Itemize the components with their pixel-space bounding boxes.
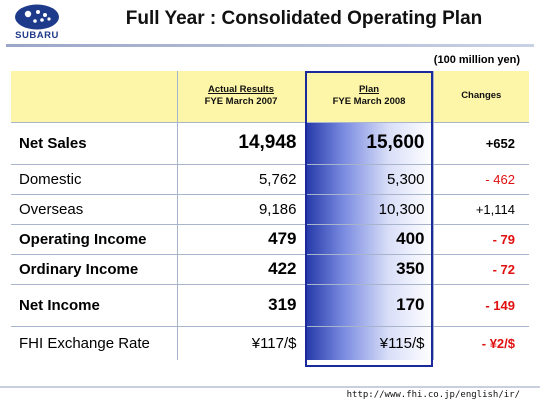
actual-value: ¥117/$ bbox=[176, 326, 305, 360]
pleiades-emblem-icon bbox=[15, 4, 59, 30]
table-row: Domestic 5,762 5,300 - 462 bbox=[11, 164, 529, 195]
row-label: Overseas bbox=[11, 194, 177, 225]
change-value: - ¥2/$ bbox=[432, 326, 529, 360]
actual-value: 14,948 bbox=[176, 122, 305, 165]
table-row: Net Income 319 170 - 149 bbox=[11, 284, 529, 327]
change-value: +652 bbox=[432, 122, 529, 165]
table-header-row: Actual Results FYE March 2007 Plan FYE M… bbox=[11, 71, 529, 123]
actual-value: 5,762 bbox=[176, 164, 305, 195]
header-actual-sub: FYE March 2007 bbox=[204, 96, 278, 108]
table-row: Net Sales 14,948 15,600 +652 bbox=[11, 122, 529, 165]
change-value: - 149 bbox=[432, 284, 529, 327]
row-label: Domestic bbox=[11, 164, 177, 195]
table-row: Overseas 9,186 10,300 +1,114 bbox=[11, 194, 529, 225]
actual-value: 319 bbox=[176, 284, 305, 327]
header-blank bbox=[11, 71, 177, 123]
unit-label: (100 million yen) bbox=[433, 54, 520, 66]
subaru-logo: SUBARU bbox=[6, 4, 68, 42]
plan-value: 350 bbox=[304, 254, 433, 285]
plan-value: ¥115/$ bbox=[304, 326, 433, 360]
plan-value: 10,300 bbox=[304, 194, 433, 225]
header-actual-title: Actual Results bbox=[208, 84, 274, 96]
row-label: Net Sales bbox=[11, 122, 177, 165]
title-divider bbox=[6, 44, 534, 47]
footer-url: http://www.fhi.co.jp/english/ir/ bbox=[346, 390, 520, 400]
plan-value: 5,300 bbox=[304, 164, 433, 195]
header-actual: Actual Results FYE March 2007 bbox=[176, 71, 305, 123]
slide-header: SUBARU Full Year : Consolidated Operatin… bbox=[0, 0, 540, 44]
change-value: - 72 bbox=[432, 254, 529, 285]
brand-name: SUBARU bbox=[15, 30, 59, 41]
table-row: FHI Exchange Rate ¥117/$ ¥115/$ - ¥2/$ bbox=[11, 326, 529, 360]
table-row: Operating Income 479 400 - 79 bbox=[11, 224, 529, 255]
row-label: Operating Income bbox=[11, 224, 177, 255]
row-label: Ordinary Income bbox=[11, 254, 177, 285]
header-plan-sub: FYE March 2008 bbox=[332, 96, 406, 108]
change-value: - 462 bbox=[432, 164, 529, 195]
row-label: Net Income bbox=[11, 284, 177, 327]
row-label: FHI Exchange Rate bbox=[19, 334, 150, 352]
plan-value: 15,600 bbox=[304, 122, 433, 165]
operating-plan-table: Actual Results FYE March 2007 Plan FYE M… bbox=[11, 71, 529, 360]
plan-value: 170 bbox=[304, 284, 433, 327]
plan-value: 400 bbox=[304, 224, 433, 255]
actual-value: 9,186 bbox=[176, 194, 305, 225]
footer-divider bbox=[0, 386, 540, 388]
header-plan: Plan FYE March 2008 bbox=[304, 71, 433, 123]
actual-value: 422 bbox=[176, 254, 305, 285]
actual-value: 479 bbox=[176, 224, 305, 255]
slide-title: Full Year : Consolidated Operating Plan bbox=[125, 8, 483, 29]
header-plan-title: Plan bbox=[358, 84, 380, 96]
change-value: +1,114 bbox=[432, 194, 529, 225]
change-value: - 79 bbox=[432, 224, 529, 255]
header-changes: Changes bbox=[432, 71, 529, 123]
table-row: Ordinary Income 422 350 - 72 bbox=[11, 254, 529, 285]
